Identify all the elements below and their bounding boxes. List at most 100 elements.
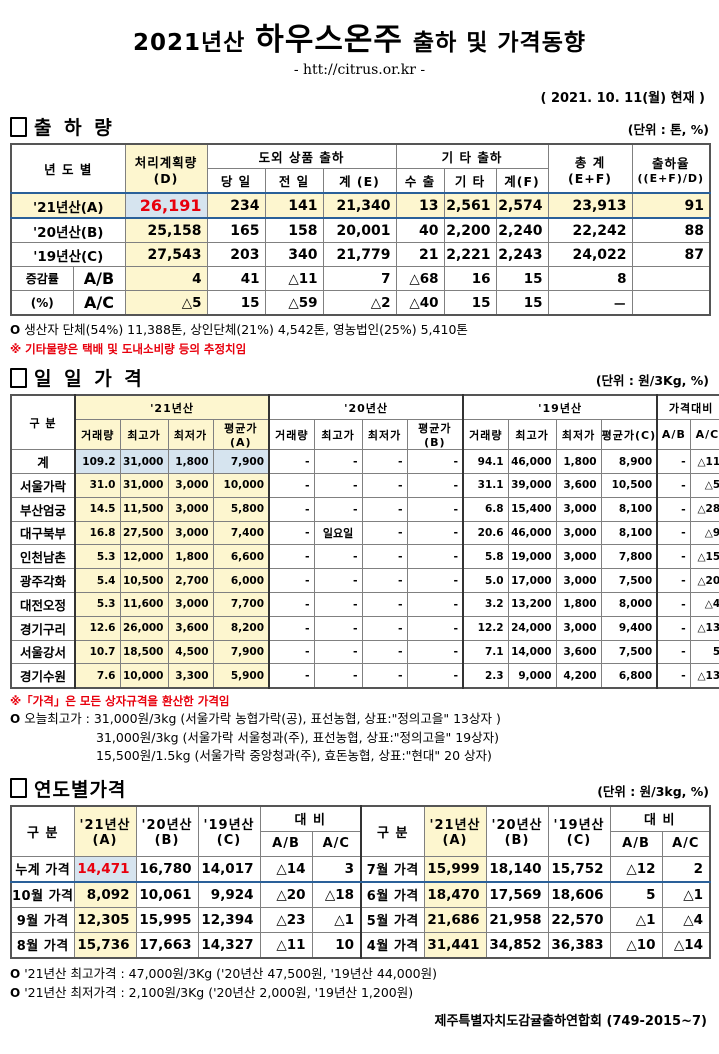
table-row: 인천남촌 5.3 12,000 1,800 6,600- - - -5.8 19,000 3,00… — [10, 544, 719, 570]
cell-sum-e: 20,001 — [322, 217, 397, 243]
cell-y19-right: 15,752 — [547, 855, 611, 883]
cell-avg-20: - — [406, 520, 464, 546]
section1-title: 출 하 량 — [34, 117, 115, 139]
cell-avg-21: 7,900 — [212, 449, 270, 474]
th-l21: 최저가 — [167, 419, 214, 451]
cell-avg-20: - — [406, 496, 464, 522]
cell-y21-left: 15,736 — [73, 931, 137, 959]
cell-ab-right: △1 — [609, 906, 663, 933]
cell-low-19: 4,200 — [555, 663, 602, 689]
th-ab-left: A/B — [259, 830, 313, 857]
cell-ab: - — [656, 449, 691, 474]
cell-high-19: 24,000 — [507, 615, 557, 641]
cell-high-21: 11,600 — [119, 591, 169, 617]
cell-ac: △13 — [689, 663, 719, 689]
cell-high-21: 11,500 — [119, 496, 169, 522]
cell-qty-19: 6.8 — [462, 496, 509, 522]
cell-today: 165 — [206, 217, 266, 243]
cell-rate: 88 — [631, 217, 711, 243]
cell-qty-21: 5.4 — [74, 568, 121, 593]
site-url: - htt://citrus.or.kr - — [293, 62, 426, 78]
growth-row: 증감률 A/B 4 41 △11 7 △68 16 15 8 — [10, 266, 711, 291]
cell-ab: - — [656, 520, 691, 546]
th-ac-right: A/C — [661, 830, 711, 857]
market-name: 대전오정 — [10, 591, 76, 617]
cell-low-19: 1,800 — [555, 591, 602, 617]
cell-high-21: 31,000 — [119, 472, 169, 498]
cell-sum-e: △2 — [322, 290, 397, 316]
market-name: 광주각화 — [10, 568, 76, 593]
cell-avg-21: 5,900 — [212, 663, 270, 689]
th-y20-right: '20년산(B) — [485, 805, 549, 857]
cell-sum-f: 2,240 — [495, 217, 549, 243]
th-total-sub: (E+F) — [568, 170, 613, 186]
section-header-shipment: 출 하 량 (단위 : 톤, %) — [10, 113, 709, 140]
title-main: 하우스온주 — [255, 22, 403, 58]
cell-avg-19: 9,400 — [600, 615, 658, 641]
growth-label: 증감률 — [10, 266, 74, 291]
cell-rate: 87 — [631, 242, 711, 267]
document-header: 2021년산 하우스온주 출하 및 가격동향 - htt://citrus.or… — [10, 0, 709, 106]
cell-y19-left: 14,327 — [197, 931, 261, 959]
cell-y19-left: 12,394 — [197, 906, 261, 933]
cell-ac-left: 3 — [311, 855, 362, 883]
cell-avg-19: 7,500 — [600, 639, 658, 665]
cell-low-19: 3,000 — [555, 496, 602, 522]
cell-avg-20: - — [406, 639, 464, 665]
section3-title-group: 연도별가격 — [10, 775, 126, 802]
th-y21-group: '21년산 — [73, 394, 270, 421]
cell-ac: △28 — [689, 496, 719, 522]
cell-y20-right: 18,140 — [485, 855, 549, 883]
cell-qty-21: 31.0 — [74, 472, 121, 498]
th-year: 년 도 별 — [10, 143, 126, 194]
daily-note-text-0: 오늘최고가 : 31,000원/3kg (서울가락 농협가락(공), 표선농협,… — [24, 711, 501, 727]
table-row: 부산엄궁 14.5 11,500 3,000 5,800- - - -6.8 15,400 3,0… — [10, 496, 719, 522]
cell-avg-20: - — [406, 472, 464, 498]
cell-qty-20: - — [268, 639, 315, 665]
cell-qty-19: 5.8 — [462, 544, 509, 570]
cell-qty-21: 12.6 — [74, 615, 121, 641]
bullet-o-icon: O — [10, 966, 21, 981]
th-other-group: 기 타 출하 — [395, 143, 549, 169]
cell-low-21: 1,800 — [167, 544, 214, 570]
cell-qty-19: 12.2 — [462, 615, 509, 641]
cell-low-19: 3,000 — [555, 568, 602, 593]
cell-avg-20: - — [406, 615, 464, 641]
cell-avg-20: - — [406, 663, 464, 689]
cell-y21-left: 14,471 — [73, 855, 137, 883]
cell-high-21: 10,000 — [119, 663, 169, 689]
table-row: 9월 가격 12,305 15,995 12,394 △23 △1 5월 가격 21,686 2… — [10, 906, 711, 933]
cell-low-21: 4,500 — [167, 639, 214, 665]
th-cmp-left: 대 비 — [259, 805, 362, 832]
cell-high-20: - — [313, 449, 363, 474]
cell-ac: 5 — [689, 639, 719, 665]
row-label-left: 10월 가격 — [10, 881, 75, 908]
square-bullet-icon — [10, 367, 27, 388]
footer-line-0: O '21년산 최고가격 : 47,000원/3Kg ('20년산 47,500… — [10, 965, 709, 984]
cell-avg-21: 6,600 — [212, 544, 270, 570]
cell-avg-21: 7,700 — [212, 591, 270, 617]
section1-unit: (단위 : 톤, %) — [627, 122, 709, 137]
row-label-left: 8월 가격 — [10, 931, 75, 959]
cell-y20-left: 16,780 — [135, 855, 199, 883]
table-header-row-1: 년 도 별 처리계획량 (D) 도외 상품 출하 기 타 출하 총 계 (E+F… — [10, 143, 711, 194]
section3-unit: (단위 : 원/3kg, %) — [597, 783, 709, 799]
market-name: 인천남촌 — [10, 544, 76, 570]
cell-qty-19: 31.1 — [462, 472, 509, 498]
row-label-right: 5월 가격 — [360, 906, 425, 933]
cell-ac: △4 — [689, 591, 719, 617]
cell-qty-21: 5.3 — [74, 591, 121, 617]
daily-header-row-1: 구 분 '21년산 '20년산 '19년산 가격대비 — [10, 394, 719, 451]
cell-low-20: - — [361, 663, 408, 689]
th-total-main: 총 계 — [574, 154, 606, 170]
th-prev: 전 일 — [264, 168, 324, 194]
shipment-note-1-text: 생산자 단체(54%) 11,388톤, 상인단체(21%) 4,542톤, 영… — [24, 322, 468, 337]
cell-avg-21: 10,000 — [212, 472, 270, 498]
cell-high-21: 26,000 — [119, 615, 169, 641]
cell-prev: △11 — [264, 266, 324, 291]
cell-avg-21: 7,400 — [212, 520, 270, 546]
table-row: '19년산(C) 27,543 203 340 21,779 21 2,221 2,243 24… — [10, 242, 711, 267]
cell-low-19: 3,000 — [555, 615, 602, 641]
cell-ac-left: △1 — [311, 906, 362, 933]
